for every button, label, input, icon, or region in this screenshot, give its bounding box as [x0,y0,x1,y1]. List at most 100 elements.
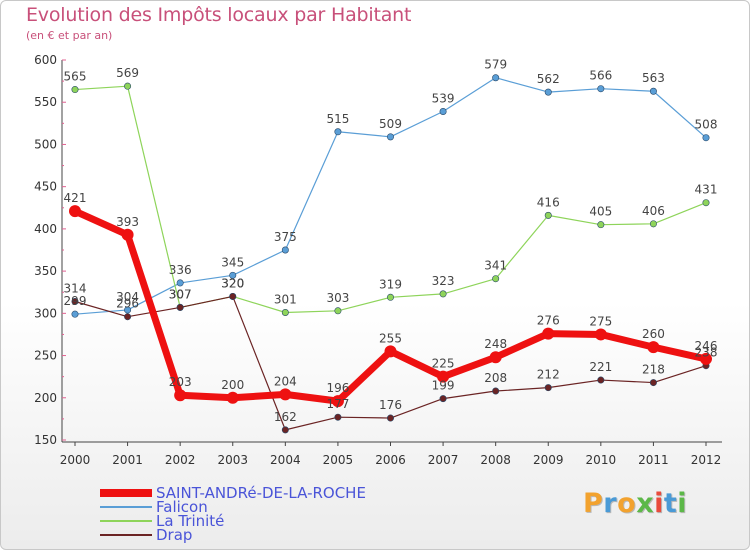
data-point [702,199,710,207]
data-point [492,74,500,82]
data-label: 218 [642,363,665,377]
data-label: 565 [64,70,87,84]
data-label: 307 [169,287,192,301]
data-label: 200 [221,378,244,392]
legend-label: Drap [156,526,193,544]
data-label: 208 [484,371,507,385]
data-point [594,328,607,341]
data-point [437,370,450,383]
data-point [384,345,397,358]
data-point [649,220,657,228]
data-point [71,310,79,318]
data-point [281,426,289,434]
x-tick-label: 2012 [691,453,722,467]
data-point [176,279,184,287]
data-label: 569 [116,66,139,80]
data-point [492,387,500,395]
x-tick-label: 2007 [428,453,459,467]
y-tick-label: 250 [34,349,57,363]
legend-swatch [100,534,152,536]
data-point [544,384,552,392]
legend-label: La Trinité [156,512,225,530]
proxiti-logo: Proxiti [583,488,688,519]
data-point [439,290,447,298]
data-point [124,306,132,314]
x-tick-label: 2011 [638,453,669,467]
data-point [331,395,344,408]
x-tick-label: 2003 [217,453,248,467]
data-point [492,275,500,283]
data-point [439,108,447,116]
data-point [124,82,132,90]
data-label: 238 [695,346,718,360]
data-label: 320 [221,276,244,290]
data-point [489,351,502,364]
data-point [174,389,187,402]
x-tick-label: 2004 [270,453,301,467]
data-label: 275 [589,314,612,328]
data-point [281,246,289,254]
data-label: 255 [379,331,402,345]
data-label: 196 [326,381,349,395]
data-label: 307 [169,287,192,301]
data-label: 579 [484,58,507,72]
legend-label: SAINT-ANDRé-DE-LA-ROCHE [156,484,366,502]
legend-swatch [100,489,152,497]
legend-item: Drap [100,526,400,544]
legend-swatch [100,506,152,508]
data-label: 515 [326,112,349,126]
data-label: 393 [116,215,139,229]
data-label: 562 [537,72,560,86]
data-point [71,86,79,94]
data-point [542,327,555,340]
data-point [121,228,134,241]
data-label: 203 [169,375,192,389]
y-tick-label: 550 [34,95,57,109]
data-label: 319 [379,277,402,291]
x-tick-label: 2000 [60,453,91,467]
data-label: 375 [274,230,297,244]
data-label: 276 [537,314,560,328]
data-label: 204 [274,374,297,388]
data-label: 539 [432,92,455,106]
data-point [279,388,292,401]
data-point [647,341,660,354]
data-point [69,205,81,218]
data-point [597,221,605,229]
data-label: 248 [484,337,507,351]
data-label: 304 [116,290,139,304]
data-label: 162 [274,410,297,424]
legend-item: SAINT-ANDRé-DE-LA-ROCHE [100,484,400,502]
y-tick-label: 350 [34,264,57,278]
data-point [124,313,132,321]
data-point [439,395,447,403]
data-label: 320 [221,276,244,290]
data-point [71,298,79,306]
data-label: 509 [379,117,402,131]
data-point [702,134,710,142]
chart-subtitle: (en € et par an) [26,29,113,42]
y-tick-label: 200 [34,391,57,405]
x-tick-label: 2002 [165,453,196,467]
data-label: 508 [695,118,718,132]
data-point [176,303,184,311]
legend-item: Falicon [100,498,400,516]
data-label: 416 [537,195,560,209]
data-point [386,414,394,422]
data-label: 405 [589,205,612,219]
x-tick-label: 2008 [480,453,511,467]
data-label: 301 [274,292,297,306]
chart-title: Evolution des Impôts locaux par Habitant [26,4,412,26]
x-tick-label: 2005 [323,453,354,467]
data-label: 341 [484,259,507,273]
legend-item: La Trinité [100,512,400,530]
data-label: 431 [695,183,718,197]
data-point [544,211,552,219]
legend-label: Falicon [156,498,208,516]
data-point [544,88,552,96]
data-label: 421 [64,191,87,205]
data-label: 314 [64,282,87,296]
data-point [700,352,712,365]
